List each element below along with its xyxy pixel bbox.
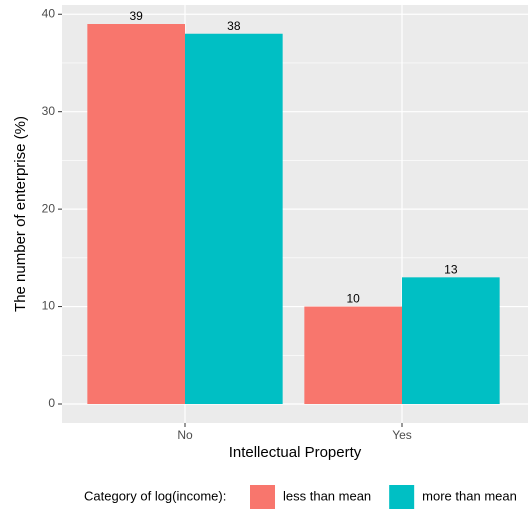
y-tick-label: 0 [48, 396, 55, 410]
y-tick-label: 40 [42, 6, 56, 20]
bar [402, 277, 500, 404]
y-tick-label: 10 [42, 299, 56, 313]
bar [304, 306, 402, 404]
data-label: 39 [129, 9, 143, 23]
legend-key [250, 485, 275, 509]
legend-label: more than mean [422, 488, 517, 503]
bar [87, 24, 185, 404]
bar [185, 33, 283, 404]
y-axis-title: The number of enterprise (%) [12, 116, 29, 312]
x-tick-label: No [177, 428, 193, 442]
y-tick-label: 20 [42, 201, 56, 215]
data-label: 38 [227, 19, 241, 33]
legend-key [389, 485, 415, 509]
legend-title: Category of log(income): [84, 488, 226, 503]
x-tick-label: Yes [392, 428, 412, 442]
data-label: 10 [346, 292, 360, 306]
legend-label: less than mean [283, 488, 371, 503]
data-label: 13 [444, 263, 458, 277]
x-axis-title: Intellectual Property [229, 444, 362, 461]
y-tick-label: 30 [42, 104, 56, 118]
